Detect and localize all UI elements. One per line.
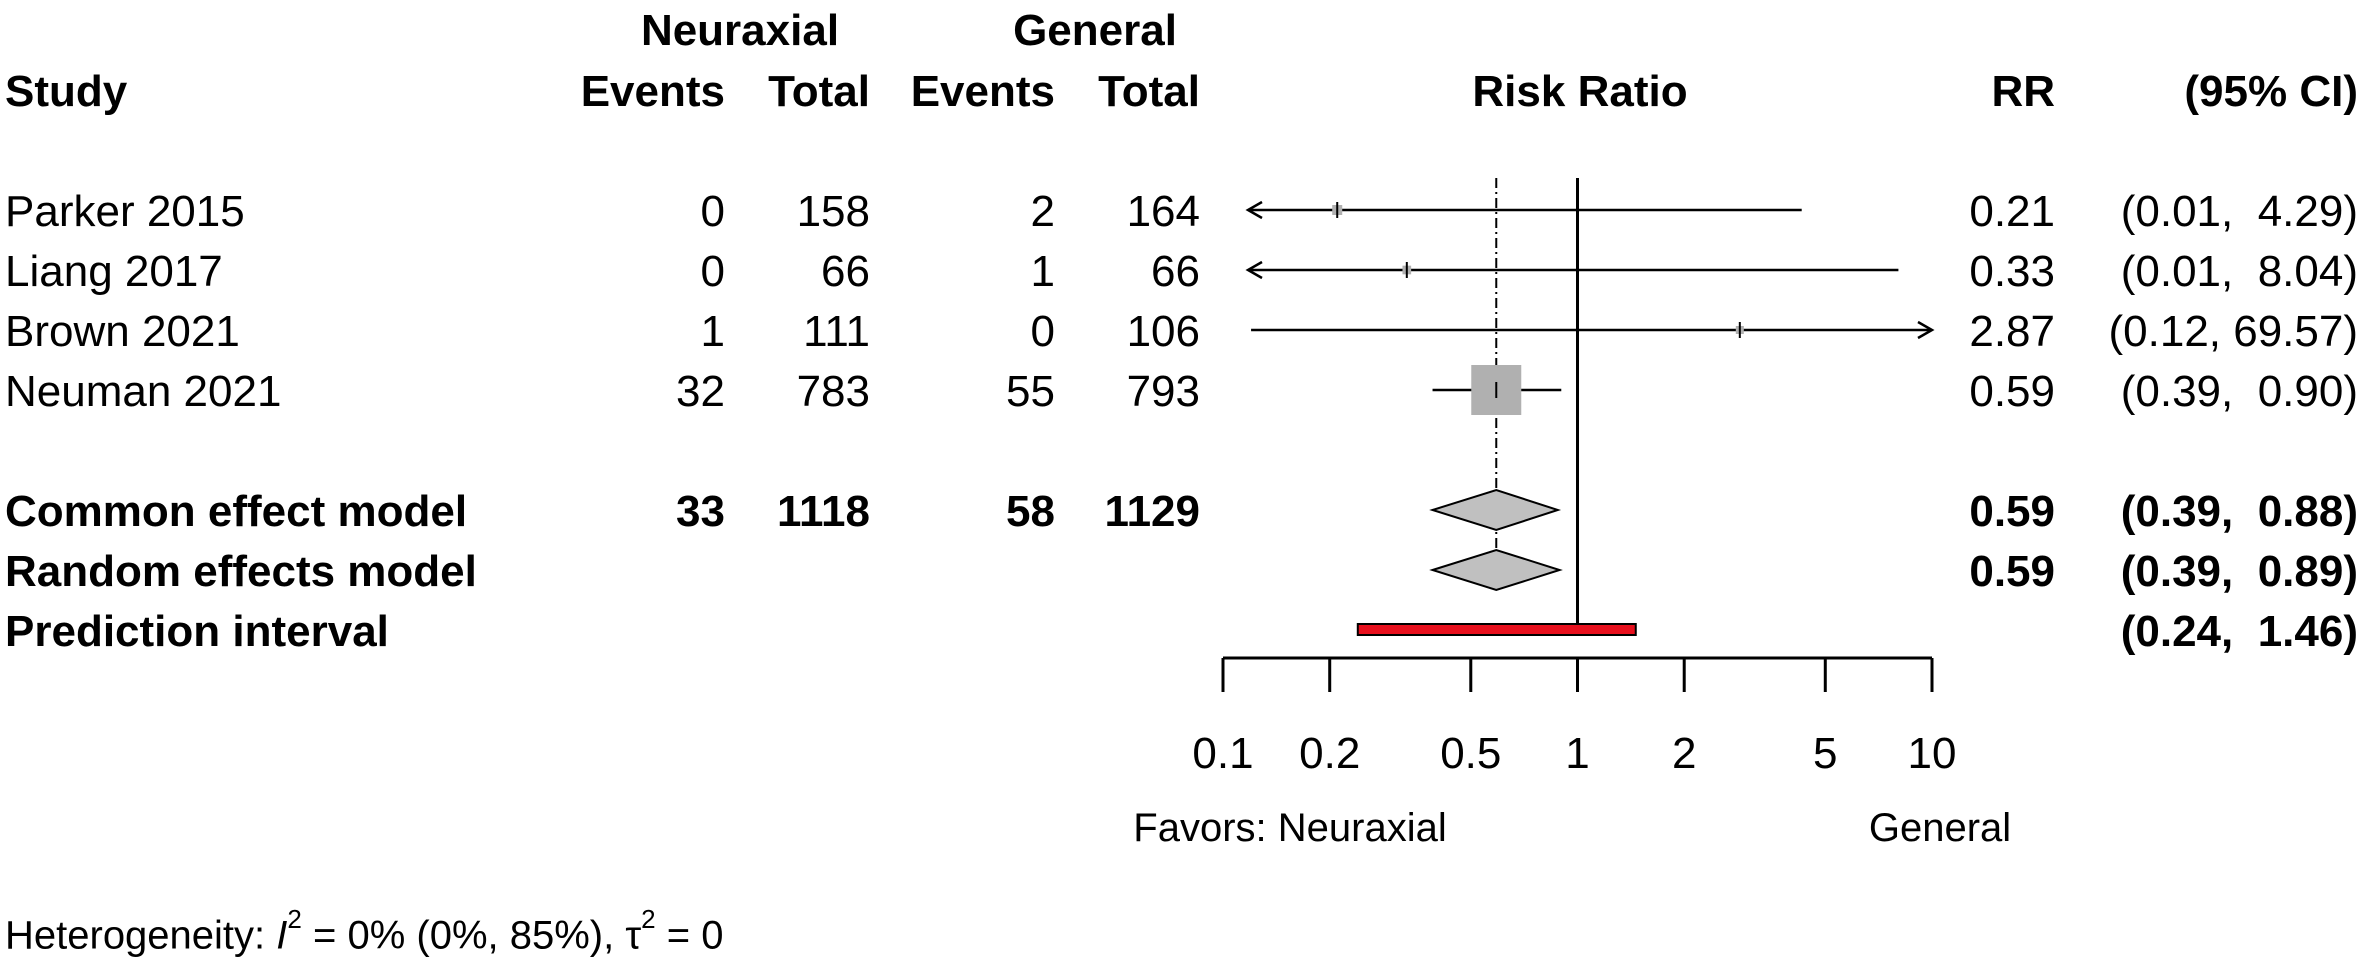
events-general: 2 — [1030, 187, 1055, 236]
total-general: 793 — [1126, 367, 1200, 416]
header-risk-ratio: Risk Ratio — [1472, 67, 1688, 116]
x-tick-label: 2 — [1672, 729, 1696, 778]
total-neuraxial: 158 — [796, 187, 870, 236]
study-name: Brown 2021 — [5, 307, 240, 356]
events-neuraxial: 33 — [676, 487, 725, 536]
events-neuraxial: 0 — [700, 247, 725, 296]
ci-value: (0.39, 0.88) — [2120, 487, 2358, 536]
total-general: 1129 — [1104, 487, 1200, 536]
total-neuraxial: 783 — [796, 367, 870, 416]
x-tick-label: 10 — [1908, 729, 1957, 778]
study-name: Neuman 2021 — [5, 367, 282, 416]
study-name: Parker 2015 — [5, 187, 245, 236]
ci-value: (0.12, 69.57) — [2108, 307, 2359, 356]
favors-right-label: General — [1868, 806, 2012, 850]
header-ci: (95% CI) — [2184, 67, 2358, 116]
events-neuraxial: 0 — [700, 187, 725, 236]
header-group-general: General — [1013, 6, 1177, 55]
random-effects-diamond — [1429, 548, 1563, 592]
rr-value: 0.33 — [1969, 247, 2055, 296]
rr-value: 0.59 — [1969, 367, 2055, 416]
ci-value: (0.24, 1.46) — [2120, 607, 2358, 656]
rr-value: 0.59 — [1969, 547, 2055, 596]
header-total-general: Total — [1098, 67, 1200, 116]
ci-value: (0.39, 0.90) — [2120, 367, 2358, 416]
header-rr: RR — [1991, 67, 2055, 116]
x-tick-label: 0.2 — [1299, 729, 1360, 778]
header-total-neuraxial: Total — [768, 67, 870, 116]
rr-value: 0.59 — [1969, 487, 2055, 536]
header-events-general: Events — [910, 67, 1055, 116]
rr-value: 2.87 — [1969, 307, 2055, 356]
ci-value: (0.01, 8.04) — [2120, 247, 2358, 296]
ci-arrow-left — [1245, 260, 1263, 280]
favors-left-label: Favors: Neuraxial — [1133, 806, 1447, 850]
events-general: 0 — [1030, 307, 1055, 356]
x-tick-label: 5 — [1813, 729, 1837, 778]
total-general: 106 — [1126, 307, 1200, 356]
x-tick-label: 0.1 — [1192, 729, 1253, 778]
heterogeneity-text: Heterogeneity: I2 = 0% (0%, 85%), τ2 = 0 — [5, 906, 724, 958]
ci-arrow-left — [1245, 200, 1263, 220]
tau-sup: 2 — [641, 904, 656, 934]
events-general: 1 — [1030, 247, 1055, 296]
heterogeneity-suffix: = 0 — [655, 913, 724, 958]
tau-symbol: τ — [625, 913, 642, 958]
header-study: Study — [5, 67, 128, 116]
header-group-neuraxial: Neuraxial — [640, 6, 840, 55]
total-neuraxial: 66 — [821, 247, 870, 296]
study-name: Liang 2017 — [5, 247, 223, 296]
prediction-interval-bar — [1356, 623, 1637, 636]
total-general: 66 — [1151, 247, 1200, 296]
total-neuraxial: 111 — [803, 307, 870, 356]
events-general: 58 — [1006, 487, 1055, 536]
total-neuraxial: 1118 — [776, 487, 870, 536]
events-neuraxial: 32 — [676, 367, 725, 416]
heterogeneity-prefix: Heterogeneity: — [5, 913, 277, 958]
x-tick-label: 0.5 — [1440, 729, 1501, 778]
x-tick-label: 1 — [1565, 729, 1589, 778]
common-effect-diamond — [1429, 488, 1562, 532]
rr-value: 0.21 — [1969, 187, 2055, 236]
events-neuraxial: 1 — [700, 307, 725, 356]
ci-value: (0.01, 4.29) — [2120, 187, 2358, 236]
heterogeneity-mid: = 0% (0%, 85%), — [301, 913, 626, 958]
heterogeneity-i: I — [276, 913, 288, 958]
total-general: 164 — [1126, 187, 1200, 236]
ci-value: (0.39, 0.89) — [2120, 547, 2358, 596]
model-name: Random effects model — [5, 547, 477, 596]
model-name: Common effect model — [5, 487, 468, 536]
heterogeneity-sup: 2 — [287, 904, 302, 934]
events-general: 55 — [1006, 367, 1055, 416]
header-events-neuraxial: Events — [580, 67, 725, 116]
ci-arrow-right — [1917, 320, 1935, 340]
model-name: Prediction interval — [5, 607, 389, 656]
